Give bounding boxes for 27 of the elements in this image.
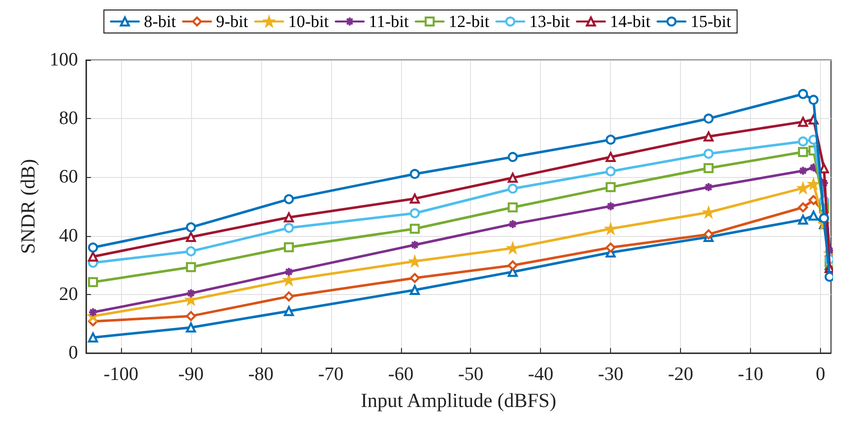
legend-label: 11-bit	[368, 12, 409, 31]
legend-label: 15-bit	[690, 12, 732, 31]
legend-label: 12-bit	[448, 12, 490, 31]
y-axis-title: SNDR (dB)	[18, 158, 40, 254]
legend-label: 8-bit	[144, 12, 176, 31]
x-tick-label: -60	[388, 364, 414, 385]
y-tick-label: 20	[59, 284, 78, 305]
x-tick-label: -40	[528, 364, 554, 385]
legend-label: 9-bit	[216, 12, 248, 31]
x-tick-label: -50	[458, 364, 484, 385]
x-tick-label: -100	[104, 364, 138, 385]
x-tick-label: -70	[318, 364, 344, 385]
y-tick-label: 40	[59, 225, 78, 246]
x-axis-title: Input Amplitude (dBFS)	[360, 390, 556, 412]
x-tick-label: -30	[598, 364, 624, 385]
x-tick-label: -90	[178, 364, 204, 385]
x-tick-label: -80	[248, 364, 274, 385]
y-tick-label: 60	[59, 166, 78, 188]
y-tick-label: 80	[59, 108, 78, 130]
x-tick-label: 0	[816, 364, 826, 385]
legend-label: 14-bit	[610, 12, 651, 31]
y-tick-label: 100	[50, 50, 78, 70]
legend-label: 13-bit	[529, 12, 570, 31]
x-tick-label: -10	[738, 364, 764, 385]
x-tick-label: -20	[668, 364, 694, 385]
y-tick-label: 0	[68, 342, 78, 364]
legend-label: 10-bit	[288, 12, 329, 31]
